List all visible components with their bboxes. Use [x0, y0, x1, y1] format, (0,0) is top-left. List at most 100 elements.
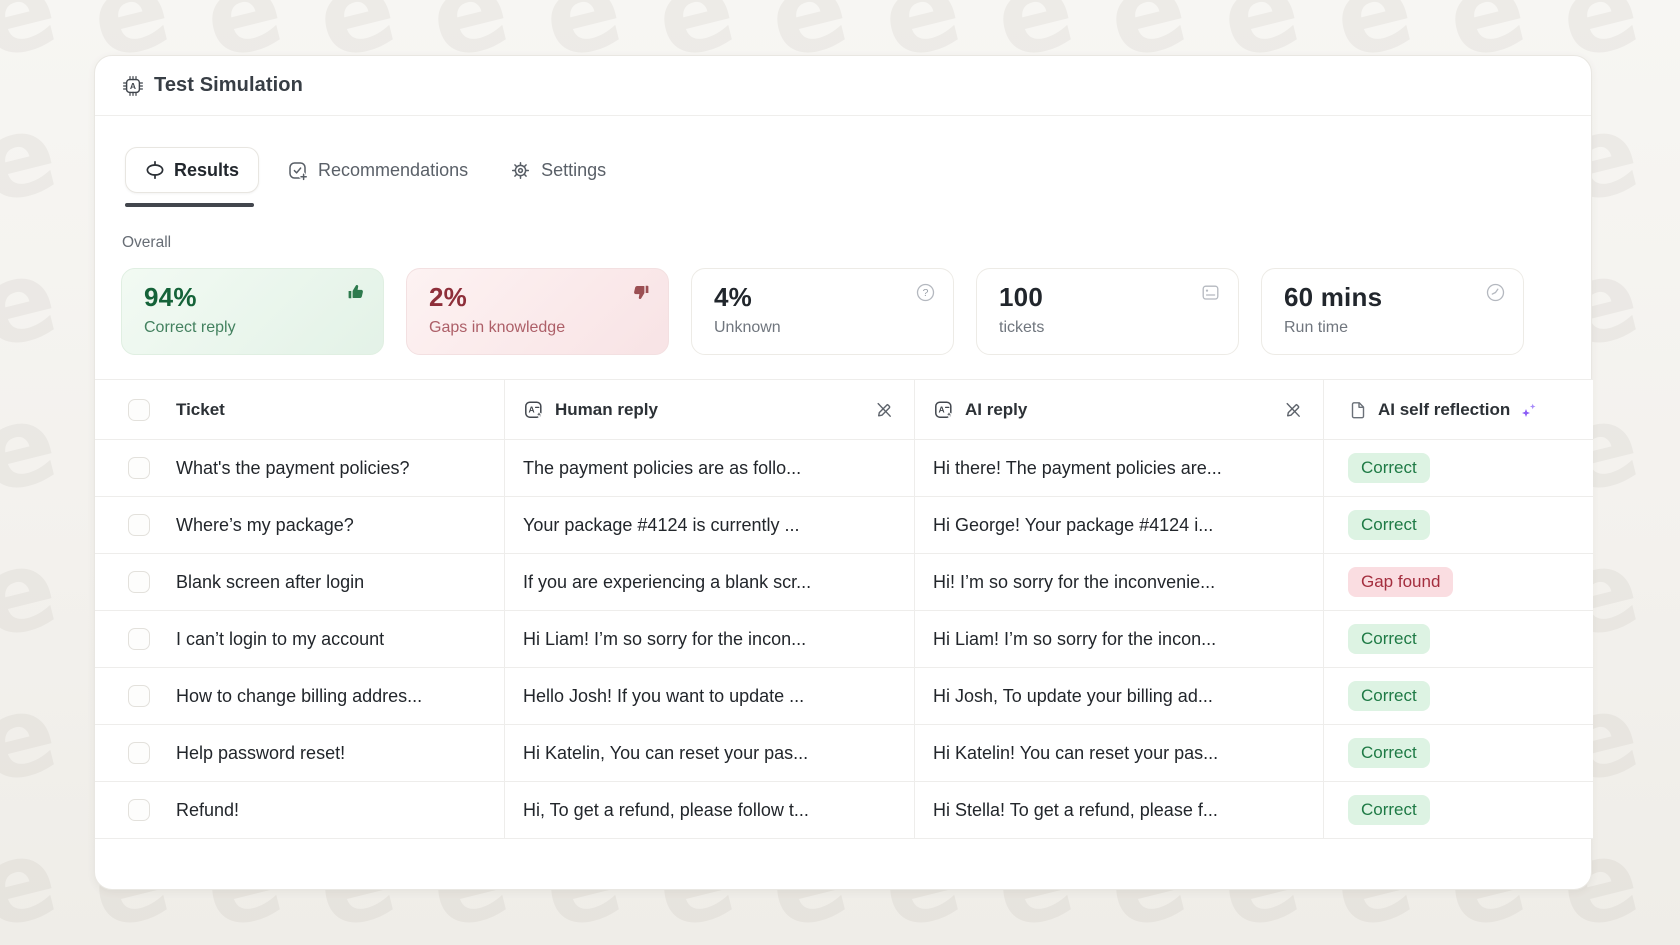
table-row-cell: What's the payment policies? [95, 440, 505, 497]
table-row-cell[interactable]: Hi Katelin! You can reset your pas... [915, 725, 1324, 782]
table-row-cell: Gap found [1324, 554, 1593, 611]
stat-label: Correct reply [144, 319, 236, 336]
svg-text:A: A [939, 404, 945, 414]
translate-ai-icon: A [523, 399, 545, 421]
stat-label: Gaps in knowledge [429, 319, 566, 336]
tab-bar: Results Recommendations Set [125, 147, 610, 193]
table-row-cell[interactable]: Hi, To get a refund, please follow t... [505, 782, 915, 839]
stat-value: 100 [999, 282, 1043, 312]
ai-reply-cell: Hi George! Your package #4124 i... [933, 514, 1214, 535]
status-badge: Correct [1348, 623, 1430, 655]
status-badge: Correct [1348, 452, 1430, 484]
ticket-cell: Refund! [176, 799, 240, 820]
human-reply-cell: Hi, To get a refund, please follow t... [523, 799, 809, 820]
table-row-cell[interactable]: Hi Josh, To update your billing ad... [915, 668, 1324, 725]
table-row-cell: Correct [1324, 725, 1593, 782]
gear-icon [510, 160, 531, 181]
stat-label: Unknown [714, 319, 781, 336]
table-row-cell[interactable]: Hi Liam! I’m so sorry for the incon... [915, 611, 1324, 668]
page-title: Test Simulation [154, 74, 303, 96]
table-row-cell[interactable]: Your package #4124 is currently ... [505, 497, 915, 554]
row-checkbox[interactable] [128, 742, 150, 764]
stat-run-time: 60 mins Run time [1261, 268, 1524, 355]
ai-reply-cell: Hi! I’m so sorry for the inconvenie... [933, 571, 1216, 592]
ticket-cell: I can’t login to my account [176, 628, 385, 649]
column-header-ai-self-reflection: AI self reflection [1324, 380, 1593, 440]
stat-label: tickets [999, 319, 1045, 336]
status-badge: Correct [1348, 509, 1430, 541]
table-row-cell: I can’t login to my account [95, 611, 505, 668]
stat-tickets: 100 tickets [976, 268, 1239, 355]
stat-gaps-in-knowledge: 2% Gaps in knowledge [406, 268, 669, 355]
column-header-ai-reply: A AI reply [915, 380, 1324, 440]
svg-text:?: ? [923, 287, 929, 299]
table-row-cell[interactable]: Hi Stella! To get a refund, please f... [915, 782, 1324, 839]
status-badge: Correct [1348, 737, 1430, 769]
human-reply-cell: Hello Josh! If you want to update ... [523, 685, 805, 706]
table-row-cell: Refund! [95, 782, 505, 839]
row-checkbox[interactable] [128, 514, 150, 536]
stat-label: Run time [1284, 319, 1349, 336]
translate-ai-icon: A [933, 399, 955, 421]
row-checkbox[interactable] [128, 628, 150, 650]
table-row-cell: How to change billing addres... [95, 668, 505, 725]
svg-text:A: A [529, 404, 535, 414]
ticket-cell: Where’s my package? [176, 514, 354, 535]
column-label: Ticket [176, 399, 225, 419]
ai-reply-cell: Hi Stella! To get a refund, please f... [933, 799, 1218, 820]
table-row-cell: Correct [1324, 611, 1593, 668]
question-circle-icon[interactable]: ? [915, 282, 936, 303]
table-row-cell: Where’s my package? [95, 497, 505, 554]
table-row-cell: Correct [1324, 440, 1593, 497]
flask-icon [145, 160, 165, 180]
status-badge: Correct [1348, 680, 1430, 712]
table-row-cell[interactable]: If you are experiencing a blank scr... [505, 554, 915, 611]
panel-header: A Test Simulation [95, 56, 1591, 116]
stat-correct-reply: 94% Correct reply [121, 268, 384, 355]
column-label: AI reply [965, 399, 1028, 419]
tab-results[interactable]: Results [125, 147, 260, 193]
table-row-cell: Help password reset! [95, 725, 505, 782]
svg-text:A: A [130, 81, 136, 91]
status-badge: Gap found [1348, 566, 1454, 598]
overall-section-label: Overall [122, 234, 172, 251]
stat-value: 2% [429, 282, 467, 312]
table-row-cell[interactable]: Hi George! Your package #4124 i... [915, 497, 1324, 554]
ai-reply-cell: Hi Liam! I’m so sorry for the incon... [933, 628, 1217, 649]
ai-chip-icon: A [122, 75, 144, 97]
edit-off-icon[interactable] [874, 400, 894, 420]
ai-reply-cell: Hi there! The payment policies are... [933, 457, 1222, 478]
table-row-cell: Blank screen after login [95, 554, 505, 611]
column-header-ticket: Ticket [95, 380, 505, 440]
row-checkbox[interactable] [128, 799, 150, 821]
tab-settings[interactable]: Settings [506, 147, 610, 193]
human-reply-cell: The payment policies are as follo... [523, 457, 802, 478]
table-row-cell[interactable]: The payment policies are as follo... [505, 440, 915, 497]
table-row-cell[interactable]: Hi! I’m so sorry for the inconvenie... [915, 554, 1324, 611]
stat-value: 94% [144, 282, 197, 312]
ai-reply-cell: Hi Josh, To update your billing ad... [933, 685, 1213, 706]
column-header-human-reply: A Human reply [505, 380, 915, 440]
ai-reply-cell: Hi Katelin! You can reset your pas... [933, 742, 1219, 763]
human-reply-cell: If you are experiencing a blank scr... [523, 571, 812, 592]
thumbs-down-icon [631, 282, 651, 302]
table-row-cell[interactable]: Hello Josh! If you want to update ... [505, 668, 915, 725]
sparkles-icon [1519, 400, 1539, 420]
select-all-checkbox[interactable] [128, 398, 150, 421]
table-row-cell[interactable]: Hi there! The payment policies are... [915, 440, 1324, 497]
ticket-cell: Help password reset! [176, 742, 346, 763]
thumbs-up-icon [346, 282, 366, 302]
tab-settings-label: Settings [541, 159, 607, 180]
row-checkbox[interactable] [128, 571, 150, 593]
tab-recommendations-label: Recommendations [318, 159, 469, 180]
row-checkbox[interactable] [128, 685, 150, 707]
table-row-cell[interactable]: Hi Katelin, You can reset your pas... [505, 725, 915, 782]
tab-recommendations[interactable]: Recommendations [283, 147, 472, 193]
stat-value: 60 mins [1284, 282, 1383, 312]
table-row-cell[interactable]: Hi Liam! I’m so sorry for the incon... [505, 611, 915, 668]
table-row-cell: Correct [1324, 497, 1593, 554]
edit-off-icon[interactable] [1283, 400, 1303, 420]
status-badge: Correct [1348, 794, 1430, 826]
human-reply-cell: Hi Liam! I’m so sorry for the incon... [523, 628, 807, 649]
row-checkbox[interactable] [128, 457, 150, 479]
